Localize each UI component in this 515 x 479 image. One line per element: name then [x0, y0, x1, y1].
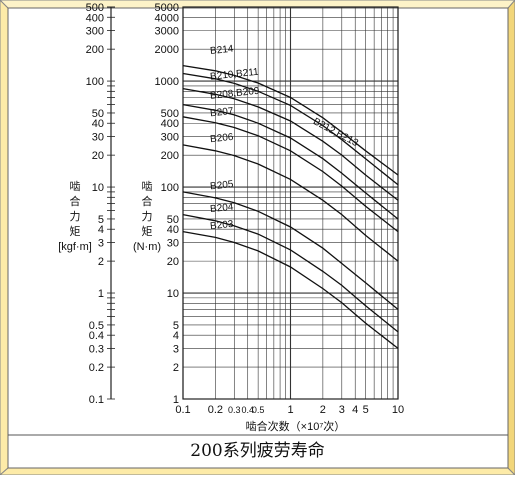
series-line: [182, 116, 399, 233]
x-tick-label: 5: [363, 404, 369, 416]
kgfm-tick-label: 20: [92, 150, 104, 162]
kgfm-tick-label: 10: [92, 182, 104, 194]
nm-tick-label: 50: [167, 214, 179, 226]
kgfm-tick-label: 4: [98, 224, 104, 236]
kgfm-tick-label: 300: [86, 26, 104, 38]
series-label: B207: [210, 106, 235, 119]
kgfm-tick-label: 50: [92, 108, 104, 120]
kgfm-axis-title-char: 矩: [70, 225, 81, 238]
nm-tick-label: 40: [167, 224, 179, 236]
nm-tick-label: 300: [161, 131, 179, 143]
chart-caption: 200系列疲劳寿命: [190, 441, 325, 461]
nm-axis-title-char: 矩: [142, 225, 153, 238]
kgfm-tick-label: 500: [86, 2, 104, 14]
kgfm-axis-title-char: 力: [70, 210, 81, 223]
kgfm-tick-label: 0.5: [89, 320, 104, 332]
series-label: B206: [210, 132, 235, 145]
kgfm-tick-label: 3: [98, 237, 104, 249]
series-line: [182, 213, 399, 333]
nm-tick-label: 4000: [155, 12, 179, 24]
kgfm-tick-label: 100: [86, 76, 104, 88]
series-label: B210,B211: [210, 67, 260, 83]
nm-tick-label: 20: [167, 256, 179, 268]
nm-tick-label: 1: [173, 394, 179, 406]
nm-tick-label: 3000: [155, 26, 179, 38]
series-line: [182, 64, 399, 176]
kgfm-tick-label: 0.2: [89, 362, 104, 374]
x-tick-label: 2: [320, 404, 326, 416]
kgfm-tick-label: 40: [92, 118, 104, 130]
nm-axis-title-char: 合: [142, 194, 153, 208]
series-line: [182, 103, 399, 220]
series-line: [182, 191, 399, 310]
series-label: B203: [210, 219, 235, 232]
series-line: [182, 144, 399, 262]
x-tick-label: 4: [352, 404, 358, 416]
series-label: B204: [210, 202, 235, 215]
series-label: B208,B209: [210, 86, 261, 102]
nm-tick-label: 200: [161, 150, 179, 162]
series-line: [182, 72, 399, 186]
plot-border: [182, 6, 399, 400]
x-tick-label: 0.4: [241, 405, 254, 415]
kgfm-tick-label: 1: [98, 288, 104, 300]
kgfm-tick-label: 0.4: [89, 330, 104, 342]
kgfm-axis-title-char: [kgf·m]: [58, 241, 92, 253]
series-line: [182, 87, 399, 201]
nm-tick-label: 5000: [155, 2, 179, 14]
x-tick-label: 0.3: [228, 405, 241, 415]
frame-bevel-left: [0, 0, 9, 476]
x-tick-label: 0.1: [175, 404, 190, 416]
nm-tick-label: 100: [161, 182, 179, 194]
x-tick-label: 0.5: [252, 405, 265, 415]
x-tick-label: 10: [392, 404, 404, 416]
nm-tick-label: 500: [161, 108, 179, 120]
nm-tick-label: 1000: [155, 76, 179, 88]
kgfm-tick-label: 0.3: [89, 343, 104, 355]
x-tick-label: 0.2: [208, 404, 223, 416]
nm-tick-label: 5: [173, 320, 179, 332]
kgfm-tick-label: 0.1: [89, 394, 104, 406]
nm-tick-label: 30: [167, 237, 179, 249]
frame-bevel-bottom: [0, 467, 515, 476]
kgfm-tick-label: 200: [86, 44, 104, 56]
nm-axis-title-char: 啮: [142, 180, 153, 193]
kgfm-axis-title-char: 啮: [70, 180, 81, 193]
series-line: [182, 230, 399, 349]
kgfm-tick-label: 2: [98, 256, 104, 268]
nm-tick-label: 10: [167, 288, 179, 300]
series-label: B214: [210, 44, 235, 57]
kgfm-axis-title-char: 合: [70, 194, 81, 208]
kgfm-tick-label: 30: [92, 131, 104, 143]
nm-tick-label: 3: [173, 343, 179, 355]
kgfm-tick-label: 400: [86, 12, 104, 24]
nm-tick-label: 2000: [155, 44, 179, 56]
nm-axis-title-char: 力: [142, 210, 153, 223]
nm-axis-title-char: (N·m): [133, 241, 161, 253]
kgfm-tick-label: 5: [98, 214, 104, 226]
nm-tick-label: 2: [173, 362, 179, 374]
x-axis-title: 啮合次数（×10⁷次）: [246, 419, 346, 433]
nm-tick-label: 4: [173, 330, 179, 342]
frame-bevel-right: [507, 0, 515, 476]
series-label: B205: [210, 179, 235, 192]
nm-tick-label: 400: [161, 118, 179, 130]
x-tick-label: 1: [287, 404, 293, 416]
x-tick-label: 3: [339, 404, 345, 416]
